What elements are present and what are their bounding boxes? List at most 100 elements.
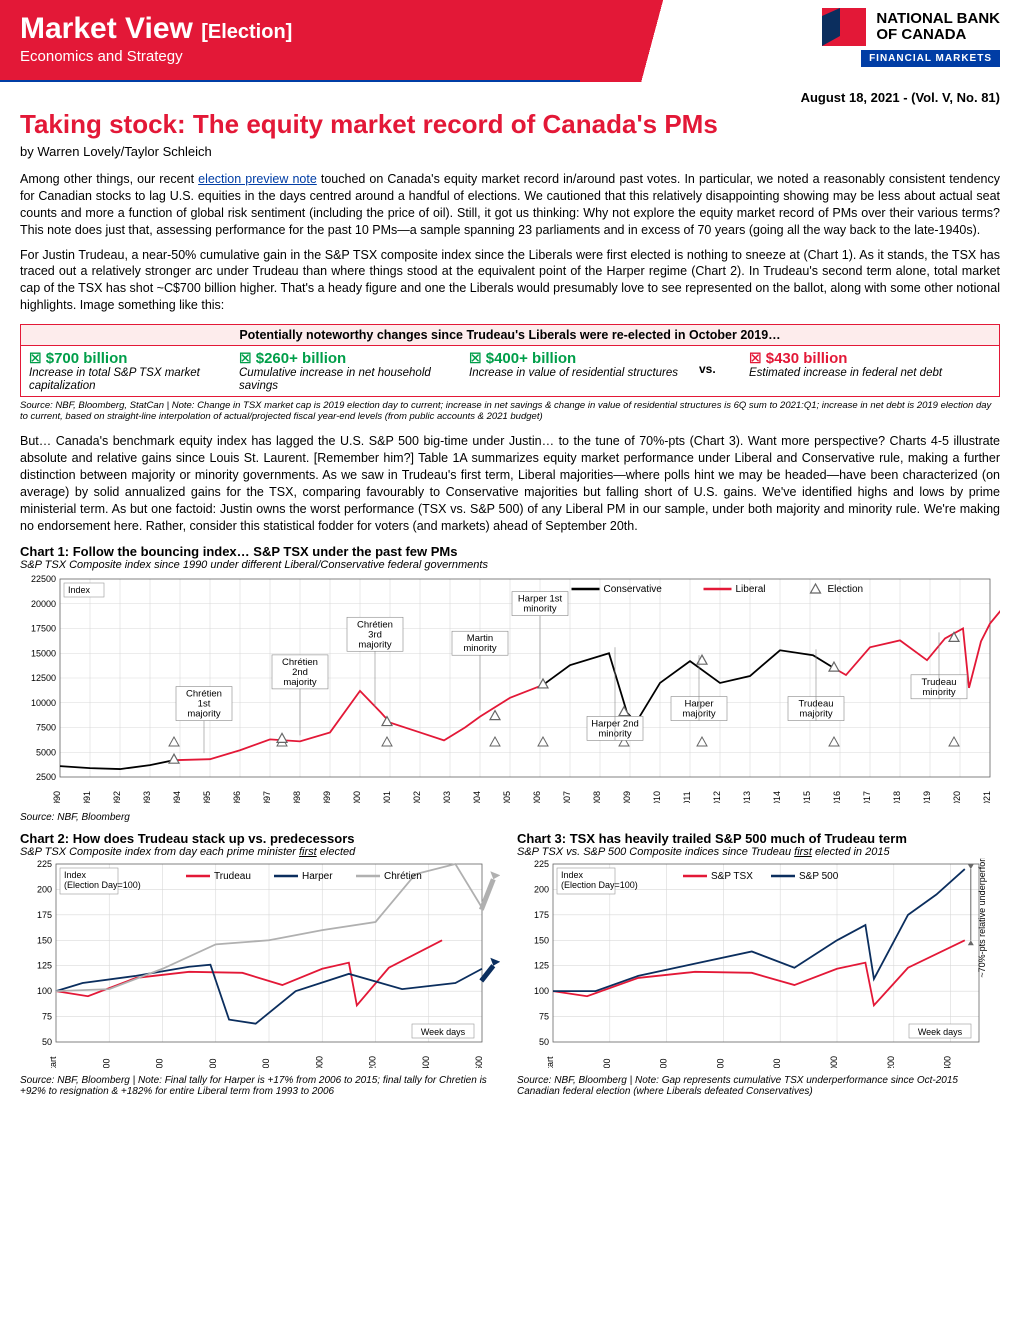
svg-text:Harper: Harper [302,871,333,882]
logo-line1: NATIONAL BANK [876,11,1000,27]
svg-text:2008: 2008 [592,791,602,803]
nbc-flag-icon [822,8,866,46]
svg-text:2017: 2017 [862,791,872,803]
svg-text:175: 175 [37,910,52,920]
logo-line2: OF CANADA [876,27,1000,43]
svg-text:2002: 2002 [412,791,422,803]
svg-text:10000: 10000 [31,698,56,708]
chart3-title: Chart 3: TSX has heavily trailed S&P 500… [517,825,1000,846]
svg-text:150: 150 [37,936,52,946]
svg-text:2012: 2012 [712,791,722,803]
svg-text:minority: minority [463,644,497,655]
svg-text:1993: 1993 [142,791,152,803]
svg-text:1200: 1200 [886,1056,896,1068]
highlight-grid: ☒ $700 billionIncrease in total S&P TSX … [21,346,999,396]
svg-text:200: 200 [37,885,52,895]
svg-text:Election: Election [828,584,864,595]
svg-text:2004: 2004 [472,791,482,803]
svg-text:20000: 20000 [31,599,56,609]
title-tag: [Election] [201,21,292,43]
logo-subbrand: FINANCIAL MARKETS [861,50,1000,67]
svg-text:2016: 2016 [832,791,842,803]
chart1-subtitle: S&P TSX Composite index since 1990 under… [0,559,1020,571]
svg-text:7500: 7500 [36,723,56,733]
svg-text:Index: Index [561,870,584,880]
chart2-subtitle: S&P TSX Composite index from day each pr… [20,846,503,858]
svg-text:2006: 2006 [532,791,542,803]
chart3-source: Source: NBF, Bloomberg | Note: Gap repre… [517,1073,1000,1099]
svg-text:2018: 2018 [892,791,902,803]
svg-text:100: 100 [37,987,52,997]
svg-text:200: 200 [534,885,549,895]
chart3-svg: 5075100125150175200225Start2004006008001… [517,858,997,1068]
svg-text:600: 600 [208,1059,218,1069]
svg-text:75: 75 [539,1012,549,1022]
svg-text:1200: 1200 [368,1056,378,1068]
svg-text:2010: 2010 [652,791,662,803]
svg-text:1990: 1990 [52,791,62,803]
svg-text:200: 200 [101,1059,111,1069]
svg-text:1400: 1400 [421,1056,431,1068]
svg-text:17500: 17500 [31,624,56,634]
paragraph-3: But… Canada's benchmark equity index has… [0,429,1020,538]
svg-text:1996: 1996 [232,791,242,803]
svg-text:50: 50 [42,1037,52,1047]
svg-text:(Election Day=100): (Election Day=100) [561,880,638,890]
svg-text:1000: 1000 [829,1056,839,1068]
svg-text:800: 800 [261,1059,271,1069]
svg-text:400: 400 [155,1059,165,1069]
svg-text:2013: 2013 [742,791,752,803]
svg-text:2007: 2007 [562,791,572,803]
svg-text:2001: 2001 [382,791,392,803]
svg-text:Liberal: Liberal [736,584,766,595]
title-main: Market View [20,12,193,45]
svg-text:2011: 2011 [682,792,692,804]
svg-text:50: 50 [539,1037,549,1047]
svg-text:2009: 2009 [622,791,632,803]
brand-logo: NATIONAL BANK OF CANADA FINANCIAL MARKET… [822,8,1000,67]
highlight-header: Potentially noteworthy changes since Tru… [21,325,999,346]
svg-text:22500: 22500 [31,574,56,584]
svg-text:1000: 1000 [314,1056,324,1068]
svg-text:1991: 1991 [82,791,92,803]
svg-text:150: 150 [534,936,549,946]
svg-text:2014: 2014 [772,791,782,803]
svg-text:Chrétien: Chrétien [384,871,422,882]
svg-text:15000: 15000 [31,649,56,659]
svg-text:125: 125 [37,961,52,971]
svg-text:(Election Day=100): (Election Day=100) [64,880,141,890]
svg-text:2500: 2500 [36,772,56,782]
paragraph-1: Among other things, our recent election … [0,167,1020,243]
svg-text:100: 100 [534,987,549,997]
svg-text:S&P TSX: S&P TSX [711,871,753,882]
svg-text:1995: 1995 [202,791,212,803]
svg-text:1994: 1994 [172,791,182,803]
chart2-source: Source: NBF, Bloomberg | Note: Final tal… [20,1073,503,1099]
election-preview-link[interactable]: election preview note [198,172,317,186]
chart2-svg: 5075100125150175200225Start2004006008001… [20,858,500,1068]
svg-text:800: 800 [772,1059,782,1069]
svg-text:2003: 2003 [442,791,452,803]
chart1-svg: 2500500075001000012500150001750020000225… [20,573,1000,803]
svg-text:2021: 2021 [982,791,992,803]
svg-text:12500: 12500 [31,673,56,683]
svg-text:2015: 2015 [802,791,812,803]
svg-text:225: 225 [37,859,52,869]
svg-text:175: 175 [534,910,549,920]
report-header: Market View [Election] Economics and Str… [0,0,1020,82]
article-title: Taking stock: The equity market record o… [0,107,1020,142]
svg-text:225: 225 [534,859,549,869]
svg-text:1997: 1997 [262,791,272,803]
svg-text:600: 600 [715,1059,725,1069]
paragraph-2: For Justin Trudeau, a near-50% cumulativ… [0,243,1020,319]
highlight-source: Source: NBF, Bloomberg, StatCan | Note: … [0,399,1020,429]
svg-text:2000: 2000 [352,791,362,803]
svg-text:75: 75 [42,1012,52,1022]
chart3-subtitle: S&P TSX vs. S&P 500 Composite indices si… [517,846,1000,858]
svg-text:minority: minority [523,604,557,615]
p1-lead: Among other things, our recent [20,172,198,186]
svg-text:1999: 1999 [322,791,332,803]
byline: by Warren Lovely/Taylor Schleich [0,142,1020,167]
chart1-title: Chart 1: Follow the bouncing index… S&P … [0,538,1020,559]
svg-text:~70%-pts relative underperform: ~70%-pts relative underperformance [977,858,987,978]
